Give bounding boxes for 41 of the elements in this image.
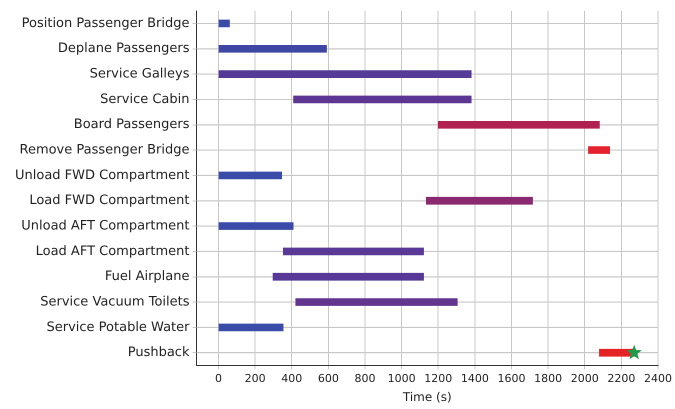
bar [218, 20, 230, 28]
x-tick-label: 2200 [607, 372, 636, 385]
x-tick-label: 800 [354, 372, 376, 385]
x-tick-label: 0 [214, 372, 222, 385]
bar [282, 248, 424, 256]
y-tick-label: Load FWD Compartment [29, 193, 190, 208]
x-tick-label: 2000 [570, 372, 599, 385]
y-tick-label: Position Passenger Bridge [22, 16, 190, 31]
y-tick-label: Service Galleys [90, 66, 190, 82]
x-tick-label: 400 [281, 372, 302, 385]
y-tick-label: Remove Passenger Bridge [19, 142, 190, 158]
y-tick-label: Unload AFT Compartment [21, 218, 190, 234]
y-tick-label: Load AFT Compartment [36, 244, 190, 259]
y-tick-label: Fuel Airplane [104, 269, 190, 284]
y-tick-label: Unload FWD Compartment [14, 168, 190, 183]
x-tick-label: 1600 [497, 372, 526, 385]
x-tick-label: 600 [318, 372, 339, 385]
x-tick-label: 1400 [460, 372, 489, 385]
x-tick-label: 200 [244, 372, 266, 385]
y-tick-label: Pushback [128, 345, 190, 360]
y-tick-label: Service Vacuum Toilets [40, 294, 190, 310]
bar [426, 196, 533, 205]
bar [218, 324, 284, 332]
x-tick-label: 1200 [424, 372, 452, 385]
y-tick-label: Board Passengers [74, 117, 190, 132]
bar [293, 96, 472, 104]
bar [218, 172, 282, 180]
bar [218, 222, 294, 230]
x-tick-label: 2400 [644, 372, 672, 385]
y-tick-label: Service Potable Water [46, 320, 190, 335]
y-tick-label: Service Cabin [100, 92, 190, 107]
bar [438, 120, 600, 129]
bar [218, 70, 472, 78]
y-tick-label: Deplane Passengers [58, 41, 190, 56]
bar [272, 272, 424, 281]
bar [218, 44, 327, 53]
bar [588, 146, 610, 154]
x-tick-label: 1800 [534, 372, 562, 385]
x-tick-label: 1000 [388, 372, 416, 385]
bar [295, 298, 458, 306]
x-axis-title: Time (s) [402, 390, 452, 404]
